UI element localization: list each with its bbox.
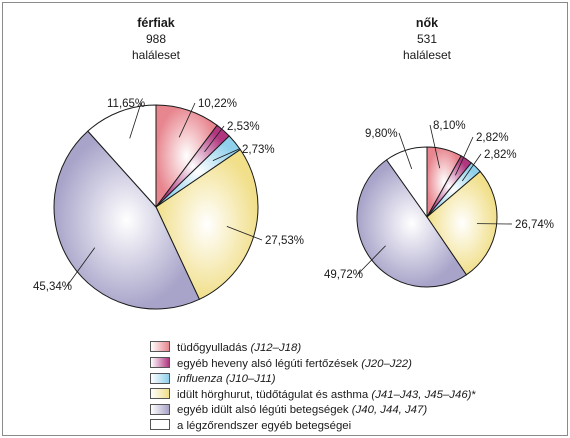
data-label: 27,53%	[265, 235, 304, 247]
legend: tüdőgyulladás (J12–J18) egyéb heveny als…	[150, 341, 560, 435]
data-label: 45,34%	[33, 281, 72, 293]
data-label: 49,72%	[324, 269, 363, 281]
legend-label: idült hörghurut, tüdőtágulat és asthma	[177, 388, 369, 401]
legend-label: egyéb heveny alsó légúti fertőzések	[177, 357, 359, 370]
legend-label: tüdőgyulladás	[177, 342, 248, 354]
leader-line	[226, 225, 263, 241]
legend-swatch	[150, 341, 170, 353]
pie-chart-women: nők 531 haláleset 8,10% 2,82% 2,82% 26,74% 4…	[324, 16, 554, 288]
data-label: 2,82%	[476, 132, 509, 144]
data-label: 11,65%	[107, 98, 145, 110]
legend-swatch	[150, 357, 170, 369]
legend-code: (J41–J43, J45–J46)	[371, 388, 472, 401]
chart-count-men: 988	[146, 32, 166, 46]
pie-slice	[155, 148, 259, 300]
pie-charts: férfiak 988 haláleset 10,22% 2,53% 2,73% 27…	[33, 16, 554, 310]
pie-slice	[87, 104, 157, 209]
legend-code: (J20–J22)	[361, 357, 412, 370]
legend-item: a légzőrendszer egyéb betegségei	[150, 419, 560, 435]
leader-line	[204, 125, 225, 153]
legend-item: egyéb heveny alsó légúti fertőzések (J20…	[150, 357, 560, 373]
data-label: 10,22%	[198, 98, 237, 110]
leader-line	[461, 153, 482, 182]
leader-line	[429, 124, 441, 169]
data-label: 9,80%	[365, 128, 398, 140]
legend-code: influenza (J10–J11)	[177, 373, 276, 386]
leader-line	[66, 247, 96, 287]
pie-slice	[53, 130, 201, 310]
data-label: 2,53%	[227, 121, 260, 133]
data-label: 2,82%	[484, 149, 517, 161]
pie-chart-men: férfiak 988 haláleset 10,22% 2,53% 2,73% 27…	[33, 16, 304, 310]
legend-item: idült hörghurut, tüdőtágulat és asthma (…	[150, 388, 560, 404]
legend-suffix: *	[471, 388, 476, 401]
pie-slice	[356, 159, 468, 288]
legend-swatch	[150, 372, 170, 384]
leader-line	[454, 136, 474, 176]
chart-unit-women: haláleset	[403, 48, 452, 62]
leader-line	[212, 148, 240, 161]
leader-line	[129, 102, 142, 139]
chart-title-men: férfiak	[137, 16, 175, 30]
legend-code: (J12–J18)	[250, 342, 302, 354]
leader-line	[357, 245, 386, 275]
legend-label: egyéb idült alsó légúti betegségek	[177, 404, 349, 417]
legend-swatch	[150, 419, 170, 431]
legend-swatch	[150, 403, 170, 415]
data-label: 2,73%	[242, 144, 275, 156]
legend-swatch	[150, 388, 170, 400]
legend-item: egyéb idült alsó légúti betegségek (J40,…	[150, 403, 560, 419]
data-label: 8,10%	[433, 120, 466, 132]
leader-line	[398, 132, 413, 170]
chart-title-women: nők	[416, 16, 438, 30]
data-label: 26,74%	[515, 219, 554, 231]
chart-unit-men: haláleset	[132, 48, 181, 62]
chart-count-women: 531	[417, 32, 437, 46]
pie-slice	[385, 146, 428, 219]
legend-item: tüdőgyulladás (J12–J18)	[150, 341, 560, 357]
legend-code: (J40, J44, J47)	[351, 404, 428, 417]
pie-slice	[426, 170, 498, 276]
leader-line	[178, 102, 196, 138]
legend-label: a légzőrendszer egyéb betegségei	[177, 419, 352, 432]
legend-item: influenza (J10–J11)	[150, 372, 560, 388]
